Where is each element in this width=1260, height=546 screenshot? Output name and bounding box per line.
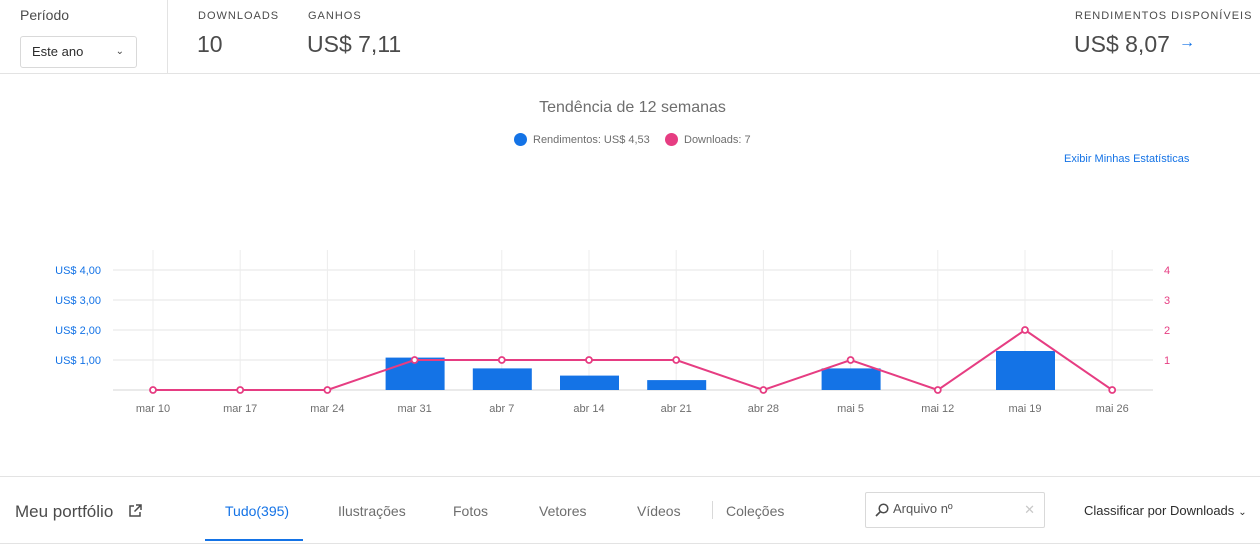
earnings-value: US$ 7,11 xyxy=(307,31,402,57)
chevron-down-icon: ⌄ xyxy=(1238,507,1247,518)
divider xyxy=(0,543,1260,544)
legend-earnings-label: Rendimentos: US$ 4,53 xyxy=(533,134,650,146)
downloads-point xyxy=(1108,386,1117,394)
chart-title: Tendência de 12 semanas xyxy=(539,99,726,116)
legend-downloads[interactable]: Downloads: 7 xyxy=(665,133,751,146)
tab-videos[interactable]: Vídeos xyxy=(637,503,681,519)
period-selected: Este ano xyxy=(32,44,84,59)
portfolio-bar: Meu portfólio Tudo(395) Ilustrações Foto… xyxy=(0,476,1260,546)
earnings-bar xyxy=(821,368,881,390)
x-tick: mar 24 xyxy=(310,403,344,415)
period-label: Período xyxy=(20,7,70,23)
downloads-point xyxy=(585,356,593,364)
y-right-tick: 4 xyxy=(1164,265,1170,277)
y-right-tick: 1 xyxy=(1164,355,1170,367)
x-tick: abr 21 xyxy=(661,403,692,415)
x-tick: mar 10 xyxy=(136,403,170,415)
x-tick: abr 14 xyxy=(573,403,604,415)
downloads-point xyxy=(846,356,855,364)
x-tick: abr 7 xyxy=(489,403,514,415)
downloads-label: DOWNLOADS xyxy=(198,10,280,22)
downloads-point xyxy=(236,386,245,394)
legend-earnings[interactable]: Rendimentos: US$ 4,53 xyxy=(514,133,650,146)
x-tick: mai 26 xyxy=(1096,403,1129,415)
downloads-point xyxy=(410,356,419,364)
downloads-point xyxy=(497,356,506,364)
tab-illustrations[interactable]: Ilustrações xyxy=(338,503,406,519)
x-tick: mai 19 xyxy=(1008,403,1041,415)
chart-grid xyxy=(113,250,1153,391)
chart-labels: US$ 1,00 US$ 2,00 US$ 3,00 US$ 4,00 1 2 3 4 mar … xyxy=(55,265,1170,415)
downloads-line xyxy=(149,326,1117,394)
legend-downloads-swatch xyxy=(665,133,678,146)
y-right-tick: 2 xyxy=(1164,325,1170,337)
tab-divider xyxy=(712,501,713,519)
earnings-label: GANHOS xyxy=(308,10,362,22)
earnings-bar xyxy=(647,380,707,390)
legend-earnings-swatch xyxy=(514,133,527,146)
available-earnings-value: US$ 8,07 xyxy=(1074,31,1170,57)
earnings-bar xyxy=(560,375,619,390)
tab-vectors[interactable]: Vetores xyxy=(539,503,587,519)
legend-downloads-label: Downloads: 7 xyxy=(684,134,751,146)
downloads-polyline xyxy=(153,328,1113,392)
clear-icon[interactable]: ✕ xyxy=(1024,502,1035,517)
downloads-point xyxy=(323,386,332,394)
search-input[interactable] xyxy=(893,501,1023,516)
external-link-icon[interactable] xyxy=(127,503,143,519)
chevron-down-icon: ⌄ xyxy=(115,46,124,57)
y-left-tick: US$ 3,00 xyxy=(55,295,101,307)
earnings-bars xyxy=(385,351,1055,390)
trend-chart: US$ 1,00 US$ 2,00 US$ 3,00 US$ 4,00 1 2 3 4 mar … xyxy=(55,250,1170,415)
view-stats-link[interactable]: Exibir Minhas Estatísticas xyxy=(1064,153,1190,165)
search-box: ✕ xyxy=(865,492,1045,528)
stats-header: Período Este ano ⌄ DOWNLOADS 10 GANHOS U… xyxy=(0,0,1260,74)
tab-photos[interactable]: Fotos xyxy=(453,503,489,519)
arrow-right-icon[interactable]: → xyxy=(1179,34,1195,51)
portfolio-title: Meu portfólio xyxy=(15,502,114,521)
tab-all[interactable]: Tudo(395) xyxy=(225,503,290,519)
sort-label: Classificar por Downloads xyxy=(1084,503,1235,518)
x-tick: mai 5 xyxy=(837,403,864,415)
available-earnings-label: RENDIMENTOS DISPONÍVEIS xyxy=(1075,10,1253,22)
downloads-point xyxy=(933,386,942,394)
y-left-tick: US$ 4,00 xyxy=(55,265,101,277)
tab-collections[interactable]: Coleções xyxy=(726,503,785,519)
active-tab-indicator xyxy=(205,539,303,541)
period-dropdown[interactable]: Este ano ⌄ xyxy=(20,36,137,68)
y-right-tick: 3 xyxy=(1164,295,1170,307)
downloads-point xyxy=(672,356,681,364)
downloads-value: 10 xyxy=(197,31,223,57)
downloads-point xyxy=(759,386,768,394)
search-icon xyxy=(875,503,889,517)
downloads-point xyxy=(149,386,157,394)
x-tick: mai 12 xyxy=(921,403,954,415)
x-tick: abr 28 xyxy=(748,403,779,415)
x-tick: mar 31 xyxy=(397,403,431,415)
x-tick: mar 17 xyxy=(223,403,257,415)
downloads-point xyxy=(1021,326,1029,334)
divider xyxy=(167,0,168,74)
y-left-tick: US$ 2,00 xyxy=(55,325,101,337)
sort-dropdown[interactable]: Classificar por Downloads ⌄ xyxy=(1084,503,1247,518)
earnings-bar xyxy=(472,368,532,390)
y-left-tick: US$ 1,00 xyxy=(55,355,101,367)
earnings-bar xyxy=(996,351,1055,390)
